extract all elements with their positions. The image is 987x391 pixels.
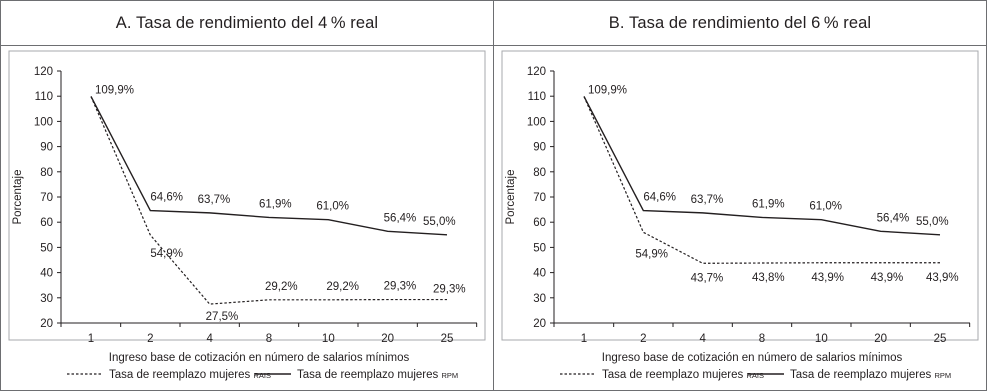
y-tick-label: 90	[40, 142, 53, 154]
y-tick-label: 30	[40, 293, 53, 305]
legend-label: Tasa de reemplazo mujeres RAIS	[602, 369, 764, 381]
y-tick-label: 120	[34, 66, 53, 78]
y-tick-label: 20	[40, 318, 53, 330]
series-line-rais	[90, 96, 447, 305]
data-label: 56,4%	[384, 212, 417, 224]
data-label: 29,3%	[384, 281, 417, 293]
data-label: 54,9%	[150, 248, 183, 260]
y-tick-label: 120	[527, 66, 546, 78]
y-tick-label: 50	[40, 242, 53, 254]
y-tick-label: 60	[533, 217, 546, 229]
data-label: 43,9%	[926, 272, 959, 284]
x-tick-label: 10	[815, 333, 828, 345]
data-label: 54,9%	[635, 248, 668, 260]
data-label: 109,9%	[588, 84, 627, 96]
y-tick-label: 90	[533, 142, 546, 154]
x-tick-label: 2	[147, 333, 153, 345]
x-axis-label: Ingreso base de cotización en número de …	[109, 352, 410, 364]
data-label: 55,0%	[423, 216, 456, 228]
legend-label: Tasa de reemplazo mujeres RAIS	[109, 369, 271, 381]
y-tick-label: 110	[35, 91, 53, 103]
x-tick-label: 20	[874, 333, 887, 345]
series-line-rpm	[90, 96, 448, 236]
panel-b: B. Tasa de rendimiento del 6 % real 20 30…	[493, 1, 986, 390]
data-label: 56,4%	[877, 212, 910, 224]
chart-b: 20 30 40 50 60 70 80 90 100 110 120 1 2 4 8 10 20 25 Porce…	[494, 46, 986, 390]
y-tick-label: 40	[533, 268, 546, 280]
data-label: 64,6%	[150, 192, 183, 204]
data-label: 64,6%	[643, 192, 676, 204]
y-tick-label: 80	[40, 167, 53, 179]
y-tick-label: 70	[40, 192, 53, 204]
y-tick-label: 40	[40, 268, 53, 280]
legend: Tasa de reemplazo mujeres RAIS Tasa de re…	[560, 369, 951, 381]
x-tick-label: 2	[640, 333, 646, 345]
x-tick-label: 8	[266, 333, 272, 345]
data-label: 61,9%	[259, 198, 292, 210]
y-tick-label: 20	[533, 318, 546, 330]
line-chart-a: 20 30 40 50 60 70 80 90 100 110 120 1 2 4 8 10 20 25 Porce…	[8, 50, 486, 381]
x-tick-label: 25	[441, 333, 454, 345]
legend-label-suffix: RAIS	[253, 371, 271, 380]
x-tick-label: 4	[699, 333, 706, 345]
x-tick-label: 1	[88, 333, 94, 345]
x-tick-label: 20	[381, 333, 394, 345]
data-label: 29,3%	[433, 284, 466, 296]
legend: Tasa de reemplazo mujeres RAIS Tasa de re…	[67, 369, 458, 381]
legend-label-suffix: RAIS	[746, 371, 764, 380]
legend-label: Tasa de reemplazo mujeres RPM	[297, 369, 458, 381]
data-label: 55,0%	[916, 216, 949, 228]
chart-a: 20 30 40 50 60 70 80 90 100 110 120 1 2 4 8 10 20 25 Porce…	[1, 46, 493, 390]
y-tick-label: 60	[40, 217, 53, 229]
x-tick-label: 4	[206, 333, 213, 345]
y-axis-label: Porcentaje	[12, 170, 24, 225]
y-tick-label: 110	[528, 91, 546, 103]
data-label: 63,7%	[691, 194, 724, 206]
line-chart-b: 20 30 40 50 60 70 80 90 100 110 120 1 2 4 8 10 20 25 Porce…	[501, 50, 979, 381]
data-label: 109,9%	[95, 84, 134, 96]
x-tick-label: 1	[581, 333, 587, 345]
panel-title-b: B. Tasa de rendimiento del 6 % real	[494, 1, 986, 46]
series-line-rpm	[583, 96, 941, 236]
data-label: 61,0%	[316, 201, 349, 213]
x-axis-label: Ingreso base de cotización en número de …	[602, 352, 903, 364]
data-label: 29,2%	[326, 281, 359, 293]
y-tick-label: 30	[533, 293, 546, 305]
y-tick-label: 80	[533, 167, 546, 179]
data-label: 61,9%	[752, 198, 785, 210]
legend-label: Tasa de reemplazo mujeres RPM	[790, 369, 951, 381]
y-tick-label: 100	[527, 116, 546, 128]
x-tick-label: 10	[322, 333, 335, 345]
data-label: 27,5%	[206, 311, 239, 323]
data-label: 43,7%	[691, 272, 724, 284]
data-label: 63,7%	[198, 194, 231, 206]
y-axis-label: Porcentaje	[505, 170, 517, 225]
y-tick-label: 50	[533, 242, 546, 254]
panel-a: A. Tasa de rendimiento del 4 % real 20 30…	[1, 1, 493, 390]
data-label: 61,0%	[809, 201, 842, 213]
x-tick-label: 25	[934, 333, 947, 345]
data-label: 43,8%	[752, 272, 785, 284]
y-tick-label: 70	[533, 192, 546, 204]
data-label: 43,9%	[811, 272, 844, 284]
data-label: 43,9%	[871, 272, 904, 284]
x-tick-label: 8	[759, 333, 765, 345]
legend-label-suffix: RPM	[441, 371, 458, 380]
data-label: 29,2%	[265, 281, 298, 293]
y-tick-label: 100	[34, 116, 53, 128]
legend-label-suffix: RPM	[934, 371, 951, 380]
series-line-rais	[583, 96, 940, 264]
plot-frame	[8, 50, 486, 341]
plot-frame	[501, 50, 979, 341]
panel-title-a: A. Tasa de rendimiento del 4 % real	[1, 1, 493, 46]
